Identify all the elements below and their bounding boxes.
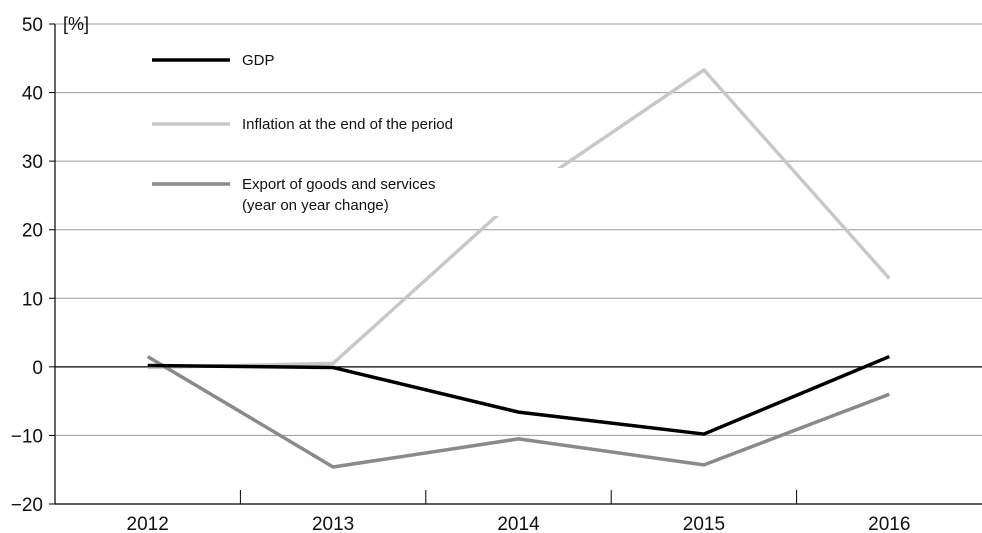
legend-label: Inflation at the end of the period <box>242 116 453 133</box>
y-tick-label: 20 <box>22 221 43 242</box>
gridlines <box>55 23 982 436</box>
legend-label: GDP <box>242 52 275 69</box>
y-tick-label: −10 <box>11 426 43 447</box>
y-tick-label: 40 <box>22 84 43 105</box>
x-tick-label: 2013 <box>312 514 354 533</box>
y-tick-label: −20 <box>11 495 43 516</box>
x-tick-label: 2015 <box>683 514 725 533</box>
legend-label: Export of goods and services <box>242 176 435 193</box>
y-tick-label: 0 <box>32 358 43 379</box>
y-tick-label: 10 <box>22 289 43 310</box>
legend: GDP Inflation at the end of the period Exp… <box>145 44 585 216</box>
x-tick-label: 2012 <box>127 514 169 533</box>
y-axis-unit-label: [%] <box>63 14 89 34</box>
legend-background <box>145 168 585 216</box>
y-tick-label: 50 <box>22 15 43 36</box>
legend-label-line2: (year on year change) <box>242 197 389 214</box>
y-tick-label: 30 <box>22 152 43 173</box>
x-tick-label: 2014 <box>497 514 540 533</box>
x-tick-label: 2016 <box>868 514 910 533</box>
